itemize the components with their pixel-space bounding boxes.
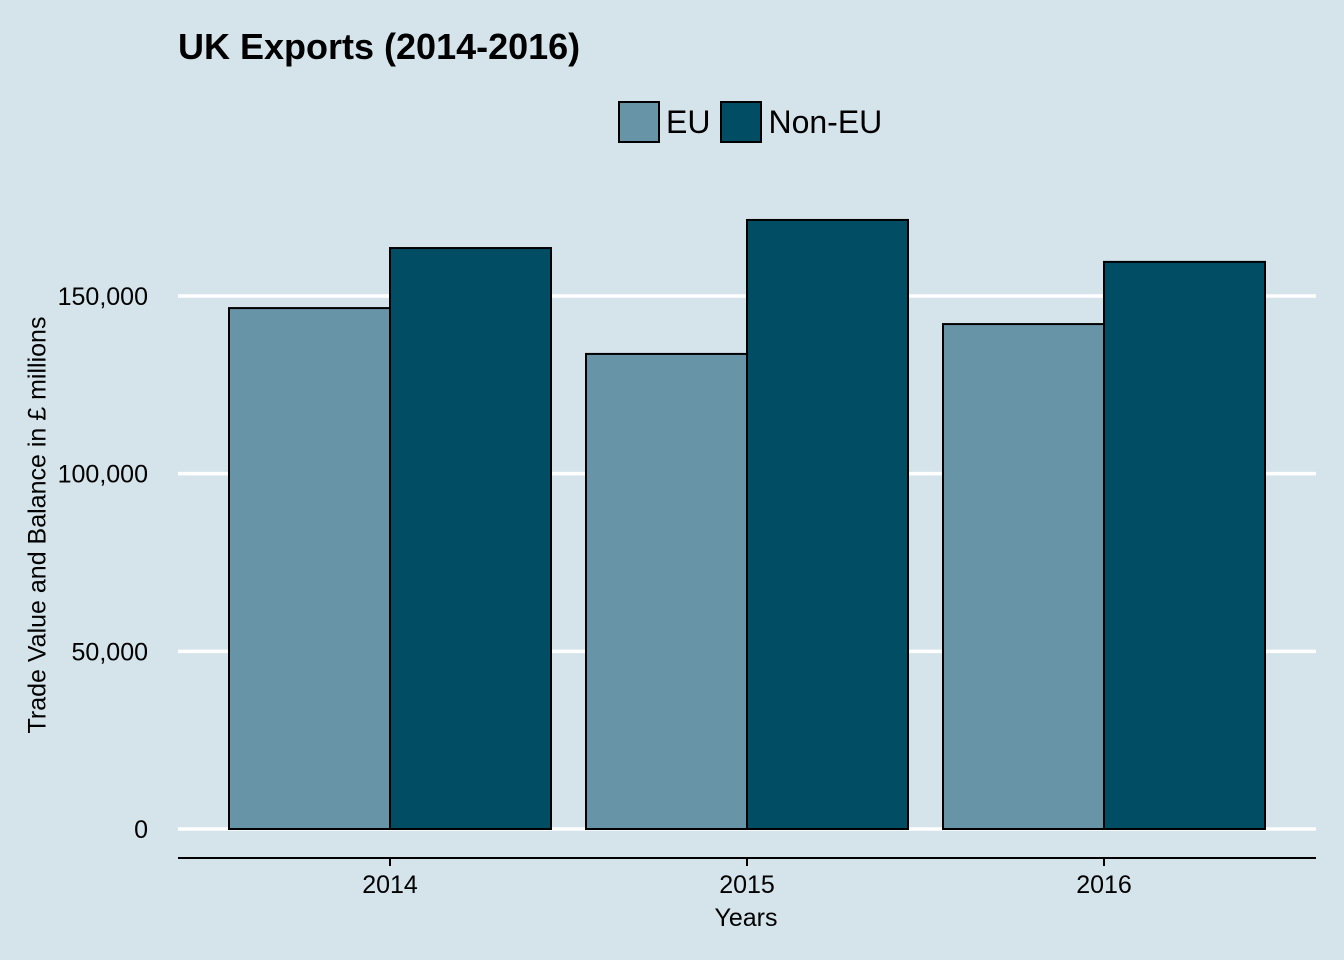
x-tick-label: 2015 — [719, 871, 775, 899]
y-tick-label: 150,000 — [58, 283, 148, 311]
y-tick-label: 50,000 — [72, 638, 148, 666]
legend-label-non-eu: Non-EU — [768, 103, 883, 140]
bar-non-eu-2015 — [746, 218, 909, 830]
legend-swatch-eu — [618, 101, 660, 143]
y-tick-label: 0 — [134, 816, 148, 844]
bar-non-eu-2014 — [389, 247, 552, 830]
legend-swatch-non-eu — [720, 101, 763, 143]
bar-non-eu-2016 — [1103, 260, 1266, 830]
legend-label-eu: EU — [666, 103, 711, 140]
bar-eu-2015 — [585, 352, 748, 830]
x-tick-label: 2016 — [1076, 871, 1132, 899]
bar-eu-2014 — [228, 307, 391, 830]
x-axis-label: Years — [714, 904, 778, 932]
x-tick-label: 2014 — [362, 871, 418, 899]
y-tick-label: 100,000 — [58, 461, 148, 489]
legend: EU Non-EU — [618, 100, 892, 144]
bar-eu-2016 — [942, 323, 1105, 830]
chart-title: UK Exports (2014-2016) — [178, 26, 581, 67]
